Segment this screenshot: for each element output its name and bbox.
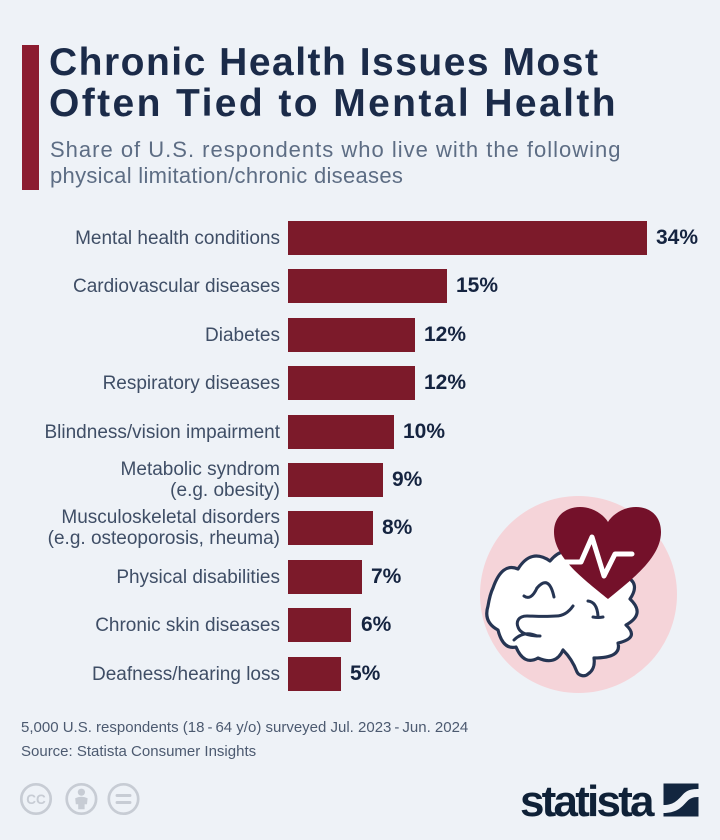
svg-text:CC: CC bbox=[26, 792, 46, 807]
svg-text:statista: statista bbox=[520, 778, 655, 822]
